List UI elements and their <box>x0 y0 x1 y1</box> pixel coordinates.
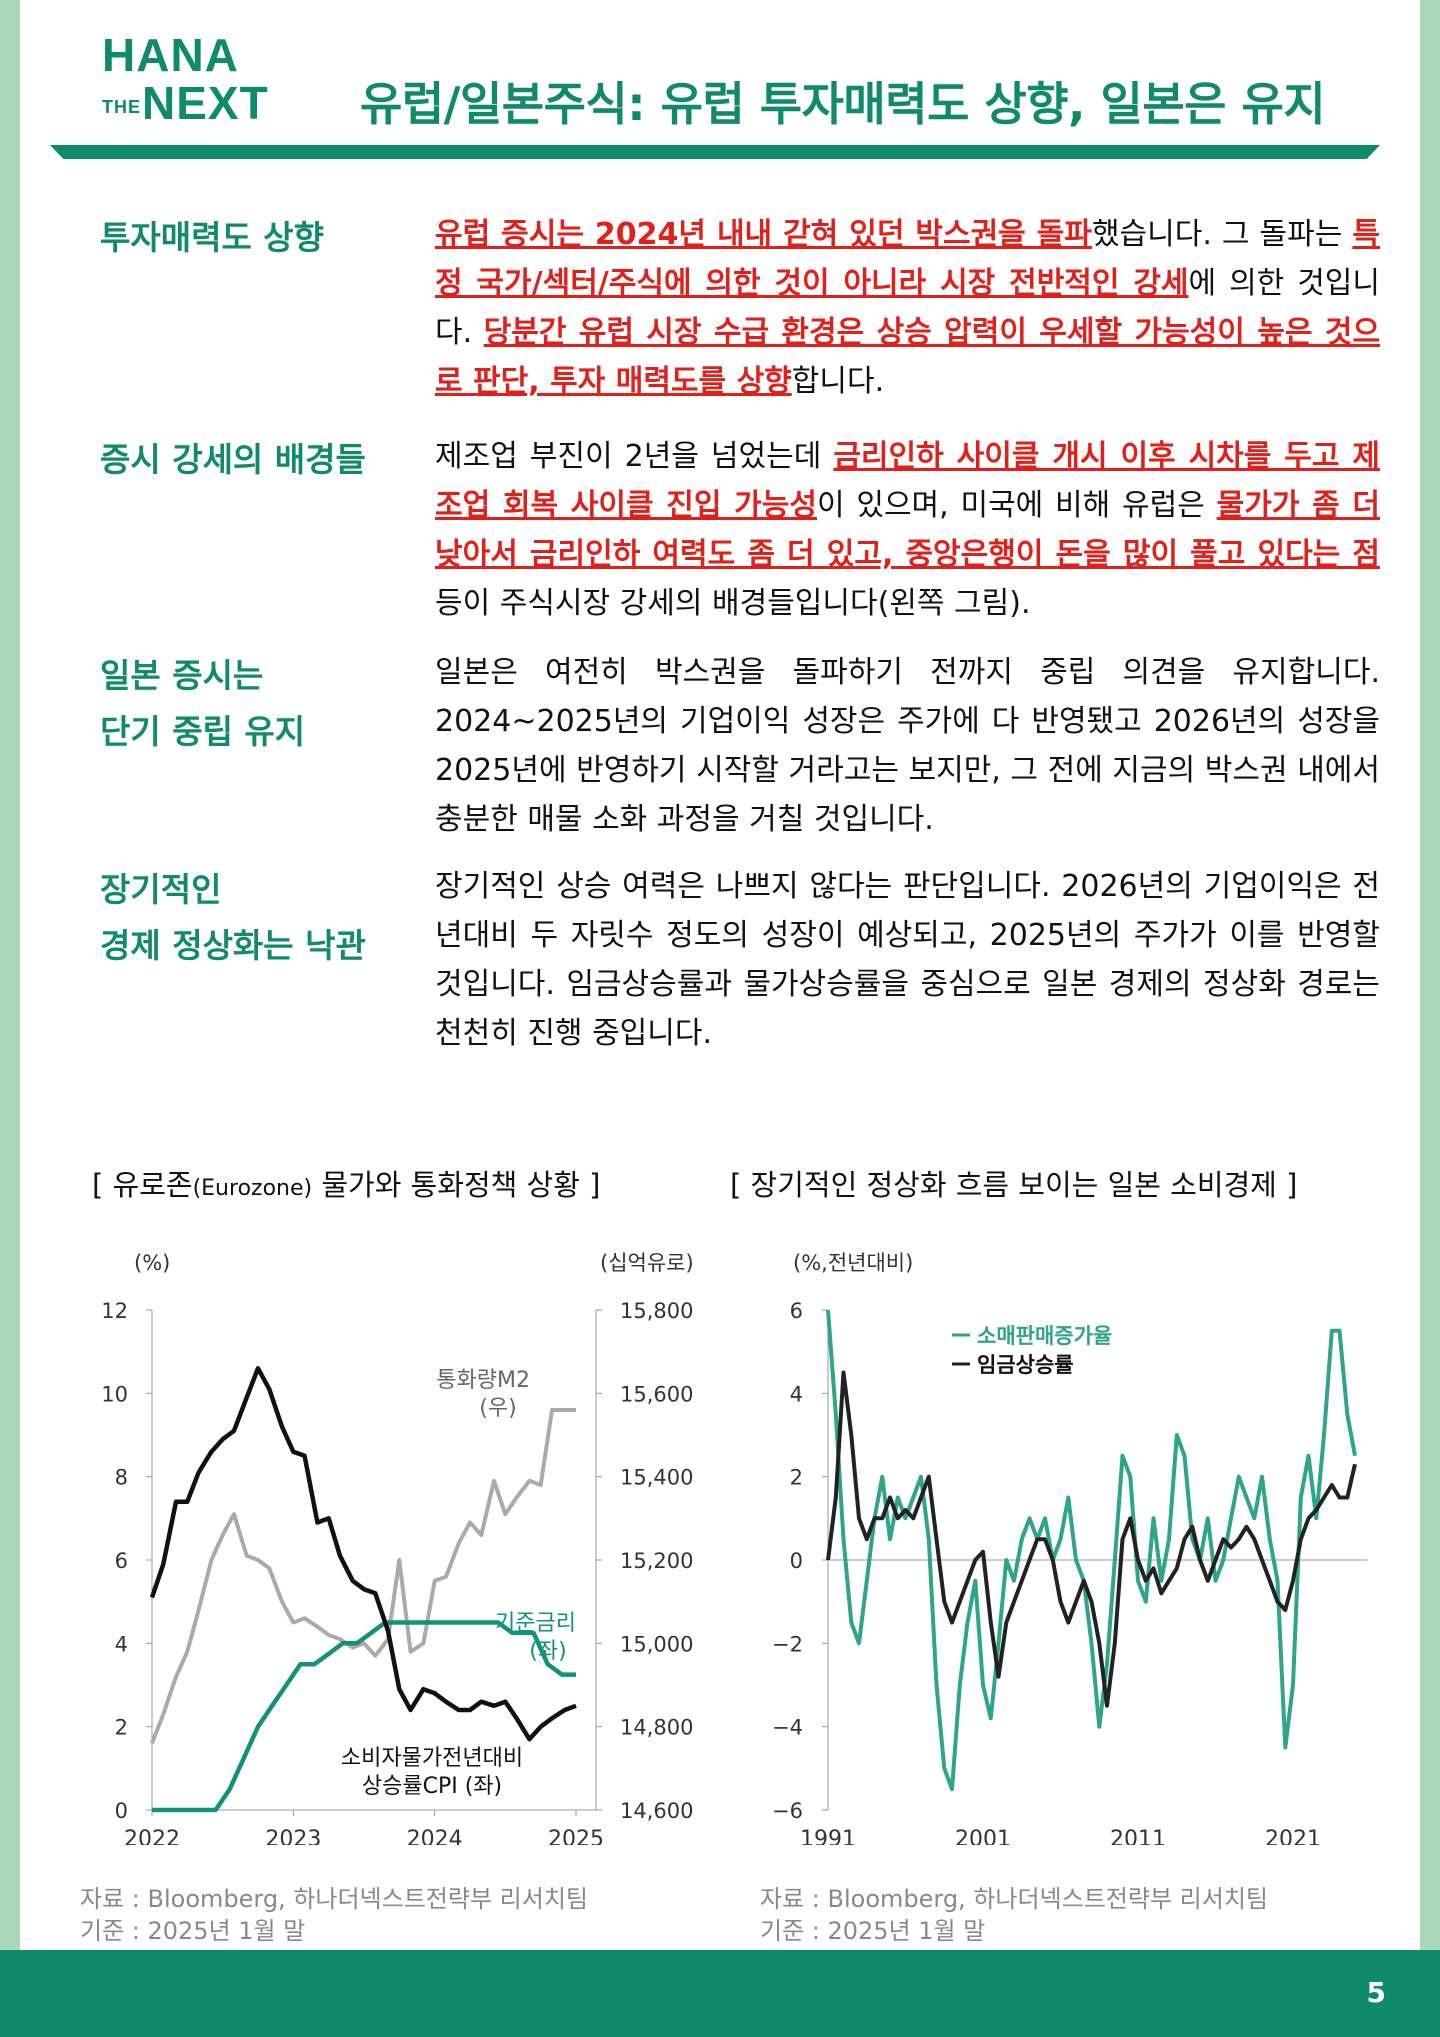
source-note-left: 자료 : Bloomberg, 하나더넥스트전략부 리서치팀 기준 : 2025… <box>80 1883 588 1947</box>
header: HANA THENEXT 유럽/일본주식: 유럽 투자매력도 상향, 일본은 유… <box>80 30 1400 140</box>
left-tick-label: 10 <box>101 1382 128 1406</box>
section-title-line: 단기 중립 유지 <box>100 712 306 751</box>
logo-next: NEXT <box>142 77 269 129</box>
left-tick-label: 4 <box>115 1632 128 1656</box>
section-title-line: 일본 증시는 <box>100 656 264 695</box>
right-tick-label: 15,200 <box>620 1549 693 1573</box>
right-tick-label: 14,600 <box>620 1799 693 1823</box>
y-tick-label: 2 <box>790 1466 803 1490</box>
policy-rate-series-line <box>152 1620 576 1813</box>
x-tick-label: 1991 <box>800 1827 856 1845</box>
x-tick-label: 2023 <box>265 1827 321 1845</box>
page-number: 5 <box>1366 1976 1386 2009</box>
m2-series-line <box>150 1408 576 1745</box>
left-tick-label: 8 <box>115 1466 128 1490</box>
highlight-text: 유럽 증시는 2024년 내내 갇혀 있던 박스권을 돌파 <box>435 217 1092 252</box>
right-tick-label: 14,800 <box>620 1716 693 1740</box>
y-tick-label: 4 <box>790 1382 803 1406</box>
wage-growth-series-line <box>826 1370 1357 1708</box>
left-tick-label: 6 <box>115 1549 128 1573</box>
x-tick-label: 2024 <box>407 1827 463 1845</box>
section-body: 일본은 여전히 박스권을 돌파하기 전까지 중립 의견을 유지합니다. 2024… <box>435 655 1380 837</box>
basis-text: 기준 : 2025년 1월 말 <box>760 1917 986 1945</box>
x-tick-label: 2021 <box>1265 1827 1321 1845</box>
y-tick-label: 6 <box>790 1299 803 1323</box>
right-tick-label: 15,400 <box>620 1466 693 1490</box>
cpi-label: 상승률CPI (좌) <box>362 1774 502 1799</box>
x-tick-label: 2025 <box>548 1827 604 1845</box>
m2-label: (우) <box>479 1396 516 1421</box>
retail-sales-series-line <box>826 1309 1357 1792</box>
y-tick-label: −6 <box>772 1799 803 1823</box>
body-text: 에 의한 것입니다. <box>435 266 1380 350</box>
page-title: 유럽/일본주식: 유럽 투자매력도 상향, 일본은 유지 <box>360 77 1326 131</box>
source-text: 자료 : Bloomberg, 하나더넥스트전략부 리서치팀 <box>760 1885 1268 1913</box>
y-tick-label: −4 <box>772 1716 803 1740</box>
page: HANA THENEXT 유럽/일본주식: 유럽 투자매력도 상향, 일본은 유… <box>20 0 1420 1950</box>
right-tick-label: 15,800 <box>620 1299 693 1323</box>
right-tick-label: 15,000 <box>620 1632 693 1656</box>
body-text: 합니다. <box>791 364 885 399</box>
x-tick-label: 2001 <box>955 1827 1011 1845</box>
legend-label-wage: 임금상승률 <box>977 1353 1074 1377</box>
source-text: 자료 : Bloomberg, 하나더넥스트전략부 리서치팀 <box>80 1885 588 1913</box>
highlight-text: 당분간 유럽 시장 수급 환경은 상승 압력이 우세할 가능성이 높은 것으로 … <box>435 315 1380 399</box>
section-title: 장기적인 경제 정상화는 낙관 <box>100 862 400 974</box>
section-title: 증시 강세의 배경들 <box>100 440 366 479</box>
policy-rate-label: (좌) <box>529 1639 566 1664</box>
basis-text: 기준 : 2025년 1월 말 <box>80 1917 306 1945</box>
cpi-series-line <box>149 1366 577 1742</box>
legend-label-retail: 소매판매증가율 <box>977 1324 1112 1348</box>
header-rule <box>50 145 1380 159</box>
footer-bar: 5 <box>0 1950 1440 2037</box>
cpi-label: 소비자물가전년대비 <box>341 1746 523 1771</box>
right-tick-label: 15,600 <box>620 1382 693 1406</box>
highlight-text: 물가가 좀 더 낮아서 금리인하 여력도 좀 더 있고, 중앙은행이 돈을 많이… <box>435 488 1381 572</box>
y-axis-unit: (%,전년대비) <box>793 1251 913 1275</box>
section-body: 장기적인 상승 여력은 나쁘지 않다는 판단입니다. 2026년의 기업이익은 … <box>435 869 1380 1051</box>
source-note-right: 자료 : Bloomberg, 하나더넥스트전략부 리서치팀 기준 : 2025… <box>760 1883 1268 1947</box>
japan-chart: (%,전년대비) −6 −4 −2 0 2 4 6 1991 2001 2011 2021 소매판매증가… <box>772 1251 1367 1845</box>
m2-label: 통화량M2 <box>436 1368 530 1393</box>
section-title-line: 경제 정상화는 낙관 <box>100 926 366 965</box>
chart-right-title: [ 장기적인 정상화 흐름 보이는 일본 소비경제 ] <box>730 1168 1298 1202</box>
x-tick-label: 2022 <box>124 1827 180 1845</box>
body-text: 등이 주식시장 강세의 배경들입니다(왼쪽 그림). <box>435 586 1031 621</box>
section-japan-neutral: 일본 증시는 단기 중립 유지 일본은 여전히 박스권을 돌파하기 전까지 중립… <box>80 648 1380 848</box>
left-tick-label: 2 <box>115 1716 128 1740</box>
section-attractiveness: 투자매력도 상향 유럽 증시는 2024년 내내 갇혀 있던 박스권을 돌파했습… <box>80 210 1380 410</box>
left-tick-label: 0 <box>115 1799 128 1823</box>
left-tick-label: 12 <box>101 1299 128 1323</box>
section-body: 유럽 증시는 2024년 내내 갇혀 있던 박스권을 돌파했습니다. 그 돌파는… <box>435 210 1380 406</box>
right-axis-unit: (십억유로) <box>600 1251 694 1275</box>
section-body: 제조업 부진이 2년을 넘었는데 금리인하 사이클 개시 이후 시차를 두고 제… <box>435 432 1380 628</box>
x-tick-label: 2011 <box>1110 1827 1166 1845</box>
highlight-text: 특정 국가/섹터/주식에 의한 것이 아니라 시장 전반적인 강세 <box>435 217 1381 301</box>
hana-the-next-logo: HANA THENEXT <box>102 32 269 126</box>
highlight-text: 금리인하 사이클 개시 이후 시차를 두고 제조업 회복 사이클 진입 가능성 <box>435 439 1380 523</box>
y-tick-label: 0 <box>790 1549 803 1573</box>
chart-title-part: [ 유로존 <box>92 1168 193 1202</box>
section-japan-longterm: 장기적인 경제 정상화는 낙관 장기적인 상승 여력은 나쁘지 않다는 판단입니… <box>80 862 1380 1062</box>
section-title: 투자매력도 상향 <box>100 218 325 257</box>
body-text: 제조업 부진이 2년을 넘었는데 <box>435 439 834 474</box>
section-title: 일본 증시는 단기 중립 유지 <box>100 648 400 760</box>
logo-line2: THENEXT <box>102 80 269 126</box>
chart-title-small: (Eurozone) <box>192 1176 313 1201</box>
logo-hana: HANA <box>102 29 239 81</box>
left-axis-unit: (%) <box>134 1251 170 1275</box>
eurozone-chart: (%) (십억유로) 0 2 4 6 8 10 12 14,600 14,800 15,000 15,2… <box>101 1251 694 1845</box>
section-background: 증시 강세의 배경들 제조업 부진이 2년을 넘었는데 금리인하 사이클 개시 … <box>80 432 1380 632</box>
body-text: 했습니다. 그 돌파는 <box>1091 217 1353 252</box>
chart-title-part: 물가와 통화정책 상황 ] <box>312 1168 601 1202</box>
policy-rate-label: 기준금리 <box>495 1611 576 1636</box>
logo-the: THE <box>102 96 141 117</box>
body-text: 이 있으며, 미국에 비해 유럽은 <box>816 488 1217 523</box>
chart-left-title: [ 유로존(Eurozone) 물가와 통화정책 상황 ] <box>92 1162 600 1204</box>
y-tick-label: −2 <box>772 1632 803 1656</box>
section-title-line: 장기적인 <box>100 870 222 909</box>
